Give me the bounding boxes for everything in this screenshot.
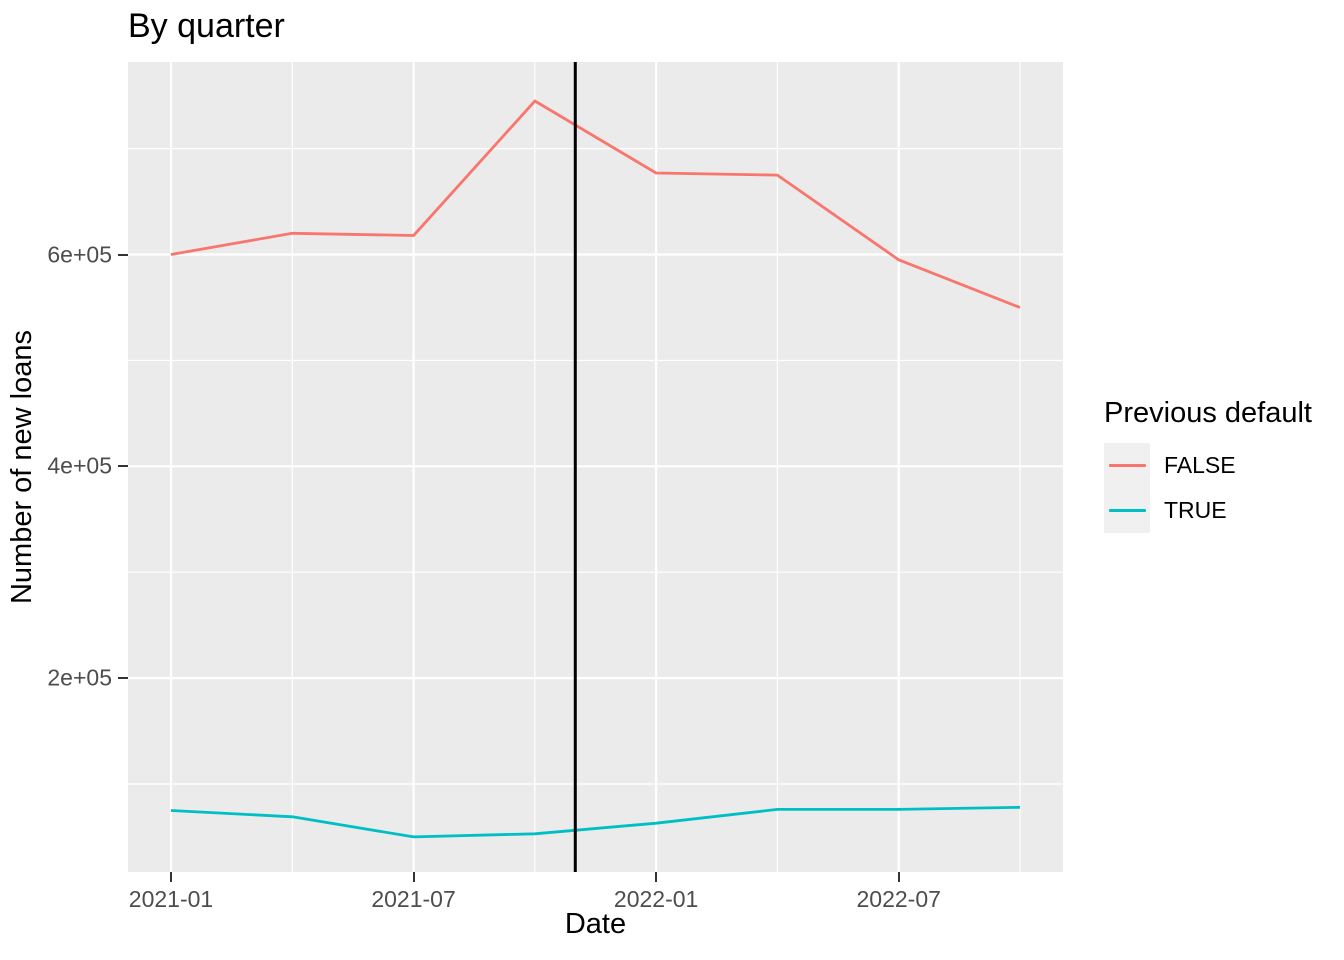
y-tick-label: 2e+05 xyxy=(47,664,112,691)
y-tick-label: 4e+05 xyxy=(47,452,112,479)
y-tick-mark xyxy=(118,465,128,468)
legend: Previous default FALSE TRUE xyxy=(1104,396,1312,533)
legend-key xyxy=(1104,442,1150,488)
y-tick-mark xyxy=(118,253,128,256)
x-tick-label: 2021-07 xyxy=(371,886,456,912)
x-tick-label: 2022-01 xyxy=(613,886,699,912)
series-line-false xyxy=(170,99,1021,309)
y-tick-label: 6e+05 xyxy=(47,241,112,268)
legend-label-true: TRUE xyxy=(1164,496,1227,523)
x-tick-label: 2022-07 xyxy=(856,886,941,912)
legend-key-line-true xyxy=(1108,508,1146,512)
chart-svg xyxy=(128,62,1063,872)
legend-entry-true: TRUE xyxy=(1104,487,1312,533)
x-tick-label: 2021-01 xyxy=(128,886,214,912)
x-axis-title: Date xyxy=(564,908,627,940)
x-tick-mark xyxy=(655,872,658,882)
legend-label-false: FALSE xyxy=(1164,451,1236,478)
legend-key-line-false xyxy=(1108,463,1146,467)
chart-panel xyxy=(128,62,1063,872)
series-line-true xyxy=(170,805,1021,839)
x-tick-mark xyxy=(170,872,172,882)
legend-title: Previous default xyxy=(1104,397,1312,429)
x-tick-mark xyxy=(897,872,900,882)
plot-title: By quarter xyxy=(128,7,285,45)
legend-entry-false: FALSE xyxy=(1104,442,1312,488)
x-tick-mark xyxy=(412,872,415,882)
y-tick-mark xyxy=(118,677,128,680)
legend-key xyxy=(1104,487,1150,533)
